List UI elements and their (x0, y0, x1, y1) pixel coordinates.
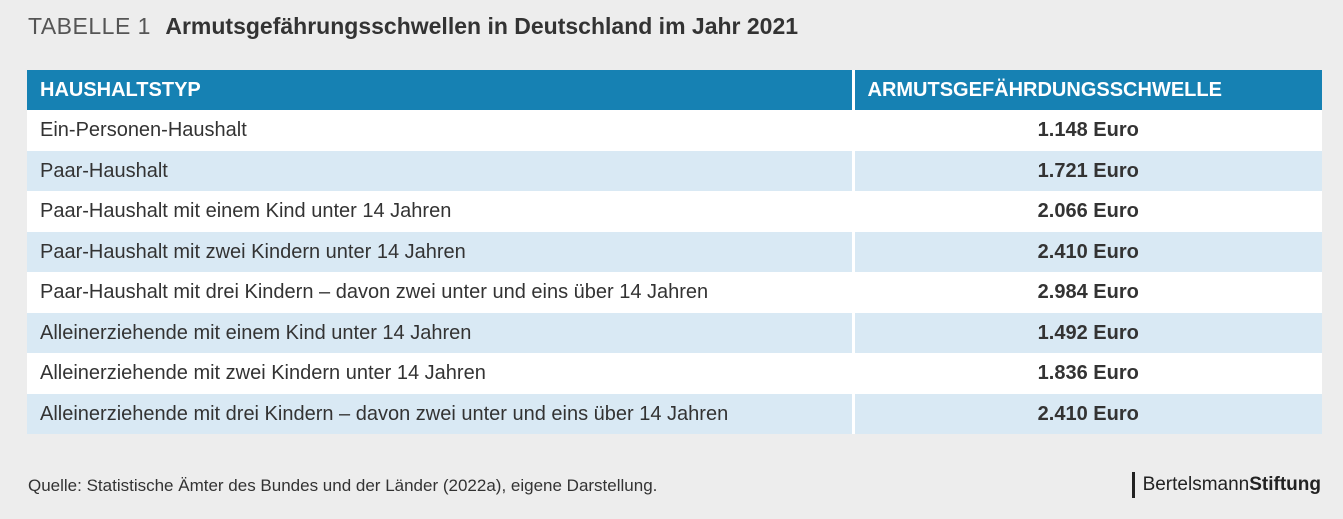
table-row: Paar-Haushalt mit einem Kind unter 14 Ja… (27, 191, 1322, 232)
household-type-cell: Paar-Haushalt (27, 150, 853, 191)
column-header-threshold: ARMUTSGEFÄHRDUNGSSCHWELLE (851, 70, 1322, 110)
table-heading: Armutsgefährungsschwellen in Deutschland… (165, 13, 799, 39)
household-type-cell: Alleinerziehende mit zwei Kindern unter … (27, 353, 853, 394)
threshold-value-cell: 2.066 Euro (851, 191, 1322, 232)
household-type-cell: Alleinerziehende mit drei Kindern – davo… (27, 393, 853, 434)
household-type-cell: Paar-Haushalt mit drei Kindern – davon z… (27, 272, 853, 313)
bertelsmann-stiftung-logo: BertelsmannStiftung (1131, 472, 1321, 498)
data-table: HAUSHALTSTYP ARMUTSGEFÄHRDUNGSSCHWELLE E… (27, 70, 1322, 434)
household-type-cell: Alleinerziehende mit einem Kind unter 14… (27, 312, 853, 353)
brand-name-bold: Stiftung (1249, 474, 1321, 495)
table-number-label: TABELLE 1 (28, 13, 151, 39)
threshold-value-cell: 2.410 Euro (851, 393, 1322, 434)
table-header-row: HAUSHALTSTYP ARMUTSGEFÄHRDUNGSSCHWELLE (27, 70, 1322, 110)
table-row: Alleinerziehende mit drei Kindern – davo… (27, 393, 1322, 434)
table-row: Paar-Haushalt 1.721 Euro (27, 150, 1322, 191)
threshold-value-cell: 1.836 Euro (851, 353, 1322, 394)
table-row: Alleinerziehende mit einem Kind unter 14… (27, 312, 1322, 353)
household-type-cell: Ein-Personen-Haushalt (27, 110, 853, 151)
column-header-household-type: HAUSHALTSTYP (27, 70, 853, 110)
threshold-value-cell: 2.410 Euro (851, 231, 1322, 272)
threshold-value-cell: 1.492 Euro (851, 312, 1322, 353)
table-row: Paar-Haushalt mit drei Kindern – davon z… (27, 272, 1322, 313)
source-note: Quelle: Statistische Ämter des Bundes un… (28, 476, 658, 495)
household-type-cell: Paar-Haushalt mit zwei Kindern unter 14 … (27, 231, 853, 272)
household-type-cell: Paar-Haushalt mit einem Kind unter 14 Ja… (27, 191, 853, 232)
table-row: Ein-Personen-Haushalt 1.148 Euro (27, 110, 1322, 151)
table-row: Alleinerziehende mit zwei Kindern unter … (27, 353, 1322, 394)
threshold-value-cell: 2.984 Euro (851, 272, 1322, 313)
threshold-value-cell: 1.721 Euro (851, 150, 1322, 191)
threshold-value-cell: 1.148 Euro (851, 110, 1322, 151)
table-title: TABELLE 1 Armutsgefährungsschwellen in D… (28, 10, 798, 42)
table-row: Paar-Haushalt mit zwei Kindern unter 14 … (27, 231, 1322, 272)
brand-name-regular: Bertelsmann (1142, 474, 1250, 495)
